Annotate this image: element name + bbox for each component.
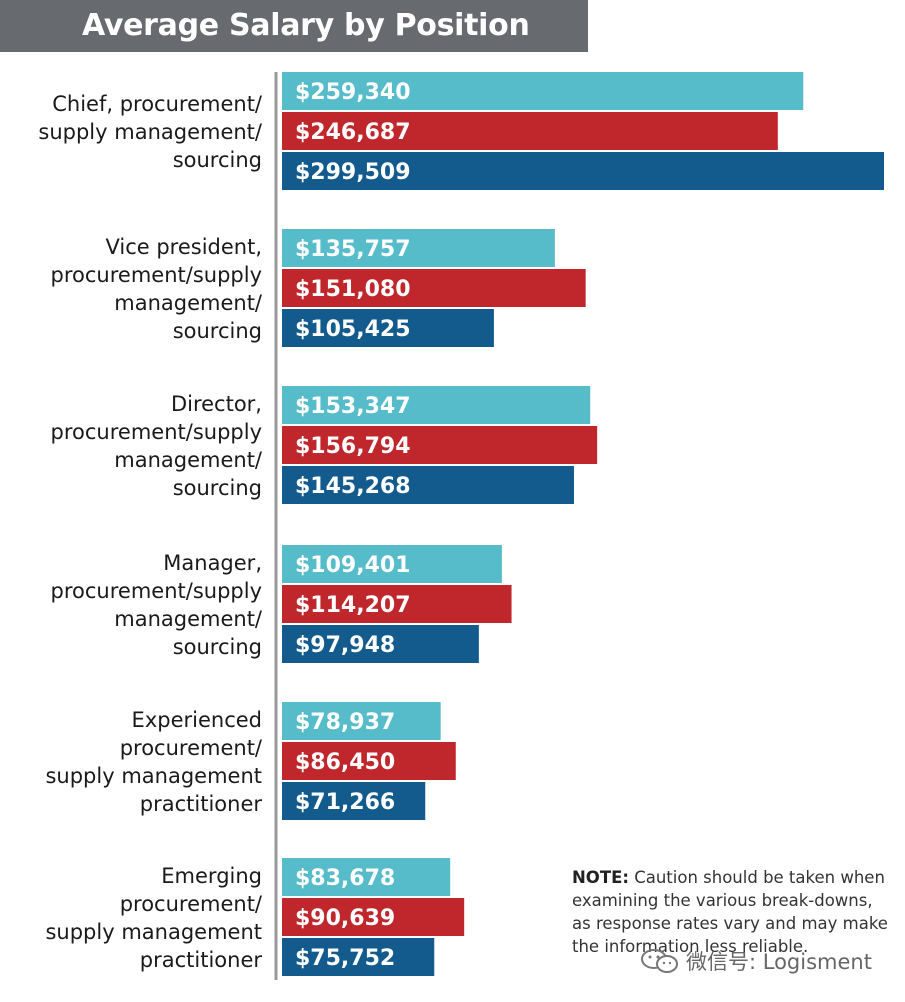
bar-value-label: $90,639 xyxy=(295,906,395,931)
category-label: Manager, xyxy=(163,551,262,575)
bar xyxy=(282,898,465,936)
bar-value-label: $153,347 xyxy=(295,394,411,419)
bar xyxy=(282,625,479,663)
bar-value-label: $86,450 xyxy=(295,750,395,775)
wechat-icon xyxy=(641,949,678,973)
bar xyxy=(282,466,574,504)
bar-value-label: $246,687 xyxy=(295,120,411,145)
bar-value-label: $135,757 xyxy=(295,237,411,262)
bar-value-label: $156,794 xyxy=(295,434,411,459)
category-label: sourcing xyxy=(173,476,262,500)
bar-value-label: $83,678 xyxy=(295,866,395,891)
bar xyxy=(282,229,555,267)
category-label: supply management xyxy=(45,764,262,788)
chart-note: NOTE: Caution should be taken when exami… xyxy=(572,866,894,958)
category-label: procurement/ xyxy=(120,892,263,916)
category-label: Vice president, xyxy=(105,235,262,259)
bar xyxy=(282,858,451,896)
category-label: practitioner xyxy=(140,792,263,816)
bar-value-label: $151,080 xyxy=(295,277,411,302)
bar-value-label: $259,340 xyxy=(295,80,411,105)
title-banner: Average Salary by Position xyxy=(0,0,588,52)
bar xyxy=(282,585,512,623)
category-label: sourcing xyxy=(173,635,262,659)
bar-value-label: $299,509 xyxy=(295,160,411,185)
watermark-text: 微信号: Logisment xyxy=(686,950,872,974)
category-label: management/ xyxy=(114,448,263,472)
bar xyxy=(282,782,426,820)
watermark: 微信号: Logisment xyxy=(640,946,872,976)
bar xyxy=(282,545,502,583)
category-label: procurement/supply xyxy=(51,420,262,444)
bar xyxy=(282,112,778,150)
category-label: procurement/supply xyxy=(51,263,262,287)
bar xyxy=(282,269,586,307)
bar xyxy=(282,386,591,424)
category-label: Director, xyxy=(171,392,262,416)
bar xyxy=(282,742,456,780)
note-text: Caution should be taken when examining t… xyxy=(572,868,888,956)
bar xyxy=(282,426,598,464)
bar-value-label: $75,752 xyxy=(295,946,395,971)
category-label: management/ xyxy=(114,291,263,315)
note-label: NOTE: xyxy=(572,868,629,887)
bar xyxy=(282,152,884,190)
bar xyxy=(282,938,435,976)
category-label: supply management xyxy=(45,920,262,944)
category-label: sourcing xyxy=(173,148,262,172)
bar xyxy=(282,309,494,347)
category-label: management/ xyxy=(114,607,263,631)
bar-value-label: $114,207 xyxy=(295,593,411,618)
bar-value-label: $78,937 xyxy=(295,710,395,735)
bar-value-label: $145,268 xyxy=(295,474,411,499)
category-label: Experienced xyxy=(132,708,262,732)
category-label: practitioner xyxy=(140,948,263,972)
category-label: supply management/ xyxy=(38,120,263,144)
bar-value-label: $71,266 xyxy=(295,790,395,815)
category-label: Emerging xyxy=(161,864,262,888)
chart-title: Average Salary by Position xyxy=(82,8,530,43)
category-label: sourcing xyxy=(173,319,262,343)
bar-value-label: $97,948 xyxy=(295,633,395,658)
category-label: procurement/supply xyxy=(51,579,262,603)
category-label: Chief, procurement/ xyxy=(52,92,263,116)
bar xyxy=(282,702,441,740)
bar xyxy=(282,72,804,110)
bar-value-label: $109,401 xyxy=(295,553,411,578)
bar-value-label: $105,425 xyxy=(295,317,411,342)
category-label: procurement/ xyxy=(120,736,263,760)
